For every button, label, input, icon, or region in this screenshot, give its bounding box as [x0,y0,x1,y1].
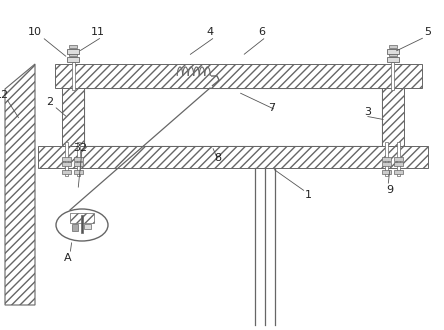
Bar [70,213,94,223]
Text: 6: 6 [258,27,266,37]
Bar [382,88,404,146]
Text: 12: 12 [0,90,9,100]
Bar [394,162,403,166]
Bar [389,49,397,52]
Bar [72,224,78,231]
Text: 32: 32 [73,143,87,153]
Bar [392,62,395,90]
Bar [387,49,399,54]
Bar [74,170,83,174]
Bar [62,170,71,174]
Bar [387,57,399,62]
Bar [389,57,397,60]
Text: 10: 10 [28,27,42,37]
Text: 8: 8 [214,153,222,163]
Text: 3: 3 [365,107,372,117]
Bar [394,157,403,161]
Bar [62,162,71,166]
Bar [84,88,382,146]
Text: 9: 9 [386,185,393,195]
Text: A: A [64,253,72,263]
Bar [81,215,83,233]
Bar [397,142,400,176]
Text: 7: 7 [269,103,276,113]
Bar [382,162,391,166]
Bar [74,157,83,161]
Ellipse shape [56,209,108,241]
Bar [38,146,428,168]
Bar [67,49,79,54]
Bar [389,45,397,48]
Polygon shape [5,64,35,305]
Bar [69,53,77,56]
Text: 4: 4 [206,27,214,37]
Bar [385,142,388,176]
Bar [382,157,391,161]
Bar [74,162,83,166]
Text: 2: 2 [47,97,54,107]
Bar [69,57,77,60]
Bar [62,157,71,161]
Bar [84,224,91,229]
Bar [84,88,382,146]
Bar [67,57,79,62]
Text: 5: 5 [424,27,432,37]
Bar [71,62,75,90]
Bar [382,170,391,174]
Bar [69,45,77,48]
Bar [65,142,68,176]
Bar [394,170,403,174]
Text: 11: 11 [91,27,105,37]
Bar [55,64,422,88]
Bar [77,142,80,176]
Text: 1: 1 [305,190,312,200]
Bar [69,49,77,52]
Bar [389,53,397,56]
Bar [62,88,84,146]
